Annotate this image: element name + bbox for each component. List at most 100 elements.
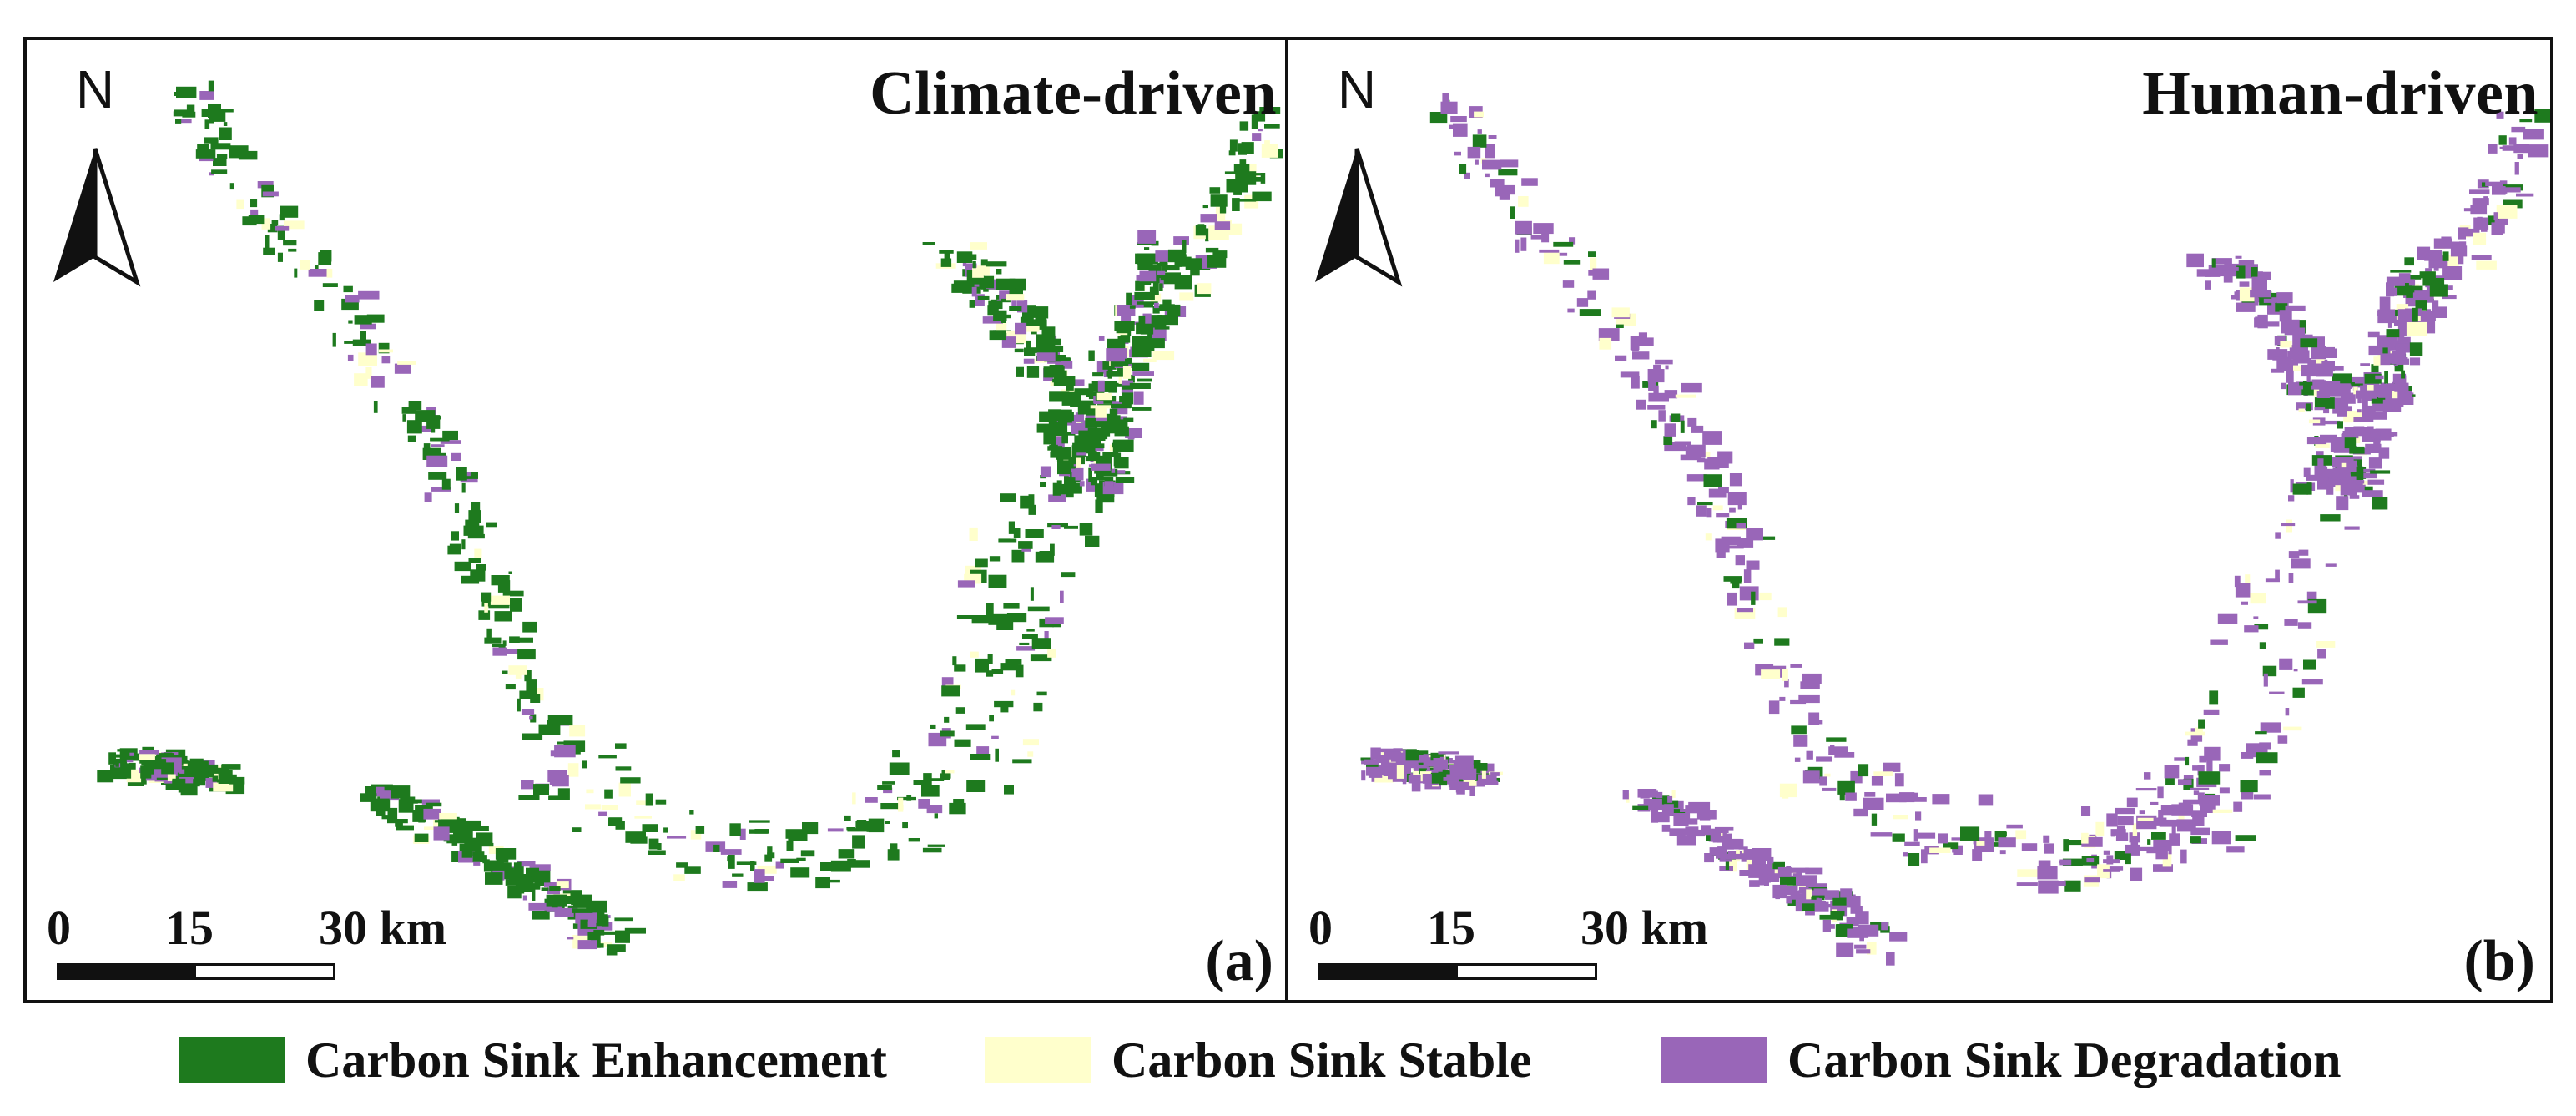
land-cell bbox=[1488, 135, 1497, 139]
land-cell bbox=[2360, 480, 2365, 484]
land-cell bbox=[2271, 368, 2285, 373]
land-cell bbox=[2496, 205, 2518, 219]
panel-title: Climate-driven bbox=[870, 59, 1277, 128]
land-cell bbox=[509, 636, 520, 643]
land-cell bbox=[982, 316, 1003, 324]
land-cell bbox=[1066, 385, 1074, 391]
land-cell bbox=[1736, 523, 1746, 529]
land-cell bbox=[1154, 302, 1159, 309]
land-cell bbox=[882, 781, 895, 785]
land-cell bbox=[484, 603, 488, 613]
land-cell bbox=[511, 888, 525, 894]
land-cell bbox=[729, 823, 741, 836]
land-cell bbox=[2498, 135, 2507, 145]
land-cell bbox=[2385, 385, 2399, 393]
land-cell bbox=[2137, 817, 2154, 821]
land-cell bbox=[2259, 770, 2271, 776]
land-cell bbox=[2212, 809, 2233, 813]
land-cell bbox=[2396, 358, 2410, 365]
land-cell bbox=[567, 905, 588, 908]
land-cell bbox=[529, 864, 551, 871]
land-cell bbox=[1384, 751, 1401, 755]
land-cell bbox=[216, 154, 228, 159]
land-cell bbox=[177, 119, 192, 124]
land-cell bbox=[467, 533, 485, 539]
land-cell bbox=[209, 114, 214, 124]
land-cell bbox=[250, 199, 258, 208]
land-cell bbox=[1611, 307, 1630, 318]
land-cell bbox=[2523, 129, 2544, 140]
land-cell bbox=[221, 764, 241, 770]
land-cell bbox=[1772, 884, 1787, 899]
land-cell bbox=[1777, 866, 1792, 879]
land-cell bbox=[2458, 228, 2466, 240]
land-cell bbox=[2311, 381, 2330, 390]
land-cell bbox=[567, 763, 579, 777]
land-cell bbox=[676, 862, 688, 868]
land-cell bbox=[1159, 283, 1163, 291]
land-cell bbox=[1152, 306, 1160, 314]
land-cell bbox=[927, 844, 945, 847]
land-cell bbox=[2422, 278, 2445, 286]
land-cell bbox=[926, 805, 943, 814]
land-cell bbox=[601, 805, 618, 810]
land-cell bbox=[1749, 880, 1760, 887]
land-cell bbox=[1102, 452, 1119, 457]
land-cell bbox=[554, 745, 576, 758]
land-cell bbox=[2340, 482, 2357, 496]
land-cell bbox=[1590, 257, 1597, 270]
land-cell bbox=[827, 828, 844, 832]
land-cell bbox=[2393, 363, 2398, 366]
land-cell bbox=[1125, 358, 1132, 365]
land-cell bbox=[2382, 399, 2404, 407]
land-cell bbox=[844, 815, 851, 821]
land-cell bbox=[2235, 583, 2251, 598]
land-cell bbox=[2534, 109, 2550, 123]
land-cell bbox=[2306, 482, 2312, 495]
land-cell bbox=[2378, 447, 2390, 459]
land-cell bbox=[1704, 853, 1714, 863]
land-cell bbox=[426, 455, 448, 467]
land-cell bbox=[2528, 144, 2549, 158]
land-cell bbox=[2442, 295, 2457, 300]
land-cell bbox=[1664, 423, 1676, 437]
land-cell bbox=[953, 280, 975, 291]
land-cell bbox=[2277, 735, 2288, 744]
land-cell bbox=[1598, 328, 1620, 341]
land-cell bbox=[1219, 204, 1227, 214]
land-cell bbox=[2217, 613, 2238, 624]
land-cell bbox=[2513, 144, 2529, 154]
land-cell bbox=[1680, 809, 1688, 812]
land-cell bbox=[1132, 407, 1152, 411]
land-cell bbox=[2488, 144, 2498, 154]
land-cell bbox=[532, 911, 550, 920]
land-cell bbox=[952, 656, 957, 666]
land-cell bbox=[991, 735, 999, 739]
land-cell bbox=[1000, 663, 1019, 671]
land-cell bbox=[2130, 867, 2143, 881]
land-cell bbox=[572, 908, 593, 913]
land-cell bbox=[591, 920, 605, 926]
land-cell bbox=[522, 733, 543, 740]
land-cell bbox=[1782, 785, 1789, 799]
land-cell bbox=[261, 218, 271, 230]
land-cell bbox=[602, 931, 623, 935]
land-cell bbox=[482, 855, 487, 864]
land-cell bbox=[2190, 827, 2210, 836]
land-cell bbox=[1015, 322, 1027, 335]
land-cell bbox=[2276, 359, 2298, 371]
land-cell bbox=[381, 356, 391, 364]
land-cell bbox=[2317, 649, 2326, 659]
land-cell bbox=[663, 827, 668, 833]
land-cell bbox=[1999, 850, 2006, 855]
land-cell bbox=[468, 558, 481, 563]
land-cell bbox=[522, 895, 527, 901]
land-cell bbox=[1725, 853, 1745, 860]
scale-label-15: 15 bbox=[1427, 901, 1475, 955]
land-cell bbox=[1889, 932, 1908, 942]
land-cell bbox=[529, 715, 533, 720]
land-cell bbox=[847, 828, 867, 832]
land-cell bbox=[1632, 351, 1650, 360]
land-cell bbox=[1127, 430, 1135, 440]
land-cell bbox=[2397, 333, 2405, 343]
